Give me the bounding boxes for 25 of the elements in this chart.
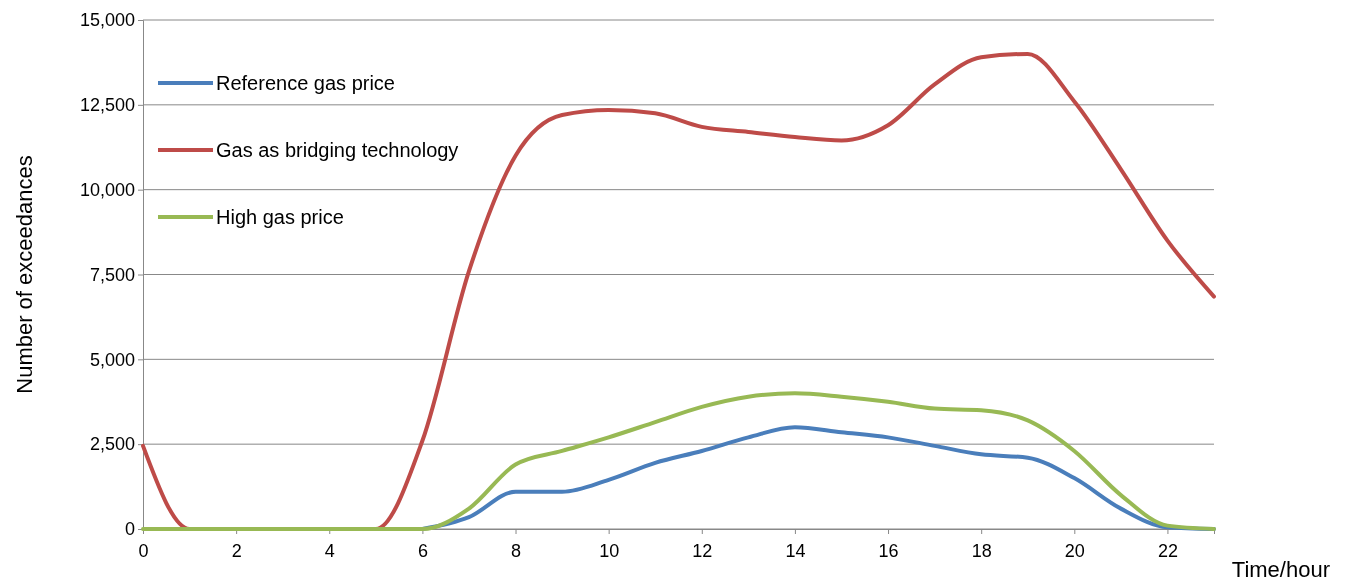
x-tick-label: 22 — [1157, 540, 1178, 561]
y-tick-label: 15,000 — [79, 10, 135, 31]
x-tick-label: 4 — [324, 540, 335, 561]
legend-label: Reference gas price — [216, 72, 395, 94]
y-tick-label: 7,500 — [89, 264, 135, 285]
x-tick-label: 14 — [785, 540, 806, 561]
x-tick-label: 18 — [971, 540, 992, 561]
x-tick-label: 6 — [417, 540, 428, 561]
x-tick-label: 16 — [878, 540, 899, 561]
x-tick-label: 12 — [692, 540, 713, 561]
y-axis-title: Number of exceedances — [12, 155, 37, 394]
x-tick-label: 2 — [231, 540, 242, 561]
legend-label: Gas as bridging technology — [216, 139, 459, 161]
y-tick-label: 5,000 — [89, 349, 135, 370]
x-axis-title: Time/hour — [1231, 557, 1330, 581]
x-tick-label: 8 — [511, 540, 522, 561]
x-tick-label: 20 — [1064, 540, 1085, 561]
y-tick-label: 10,000 — [79, 179, 135, 200]
legend-label: High gas price — [216, 206, 344, 228]
x-tick-label: 10 — [599, 540, 620, 561]
y-tick-label: 12,500 — [79, 95, 135, 116]
y-tick-label: 2,500 — [89, 434, 135, 455]
y-tick-label: 0 — [124, 519, 135, 540]
line-series — [141, 391, 1216, 531]
x-tick-label: 0 — [138, 540, 149, 561]
